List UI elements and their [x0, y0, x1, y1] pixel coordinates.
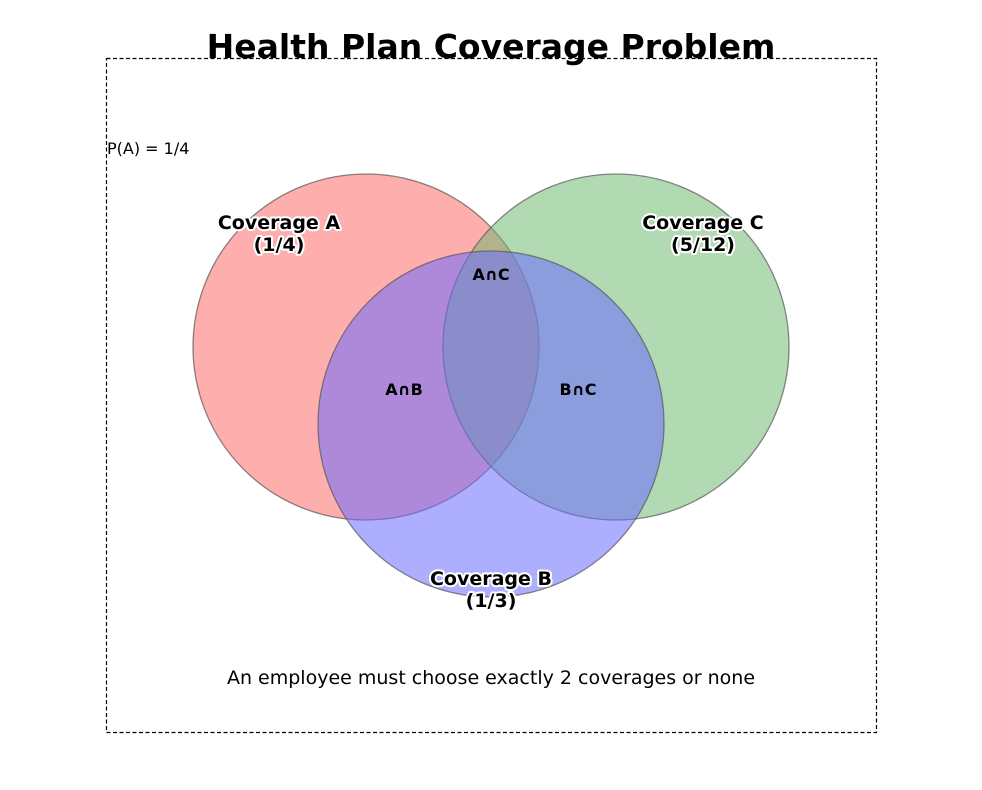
diagram-title: Health Plan Coverage Problem — [207, 27, 776, 66]
label-coverage-c-prob: (5/12) — [671, 234, 735, 256]
label-coverage-a-prob: (1/4) — [254, 234, 305, 256]
label-coverage-b-name: Coverage B — [430, 568, 552, 590]
footer-rule-note: An employee must choose exactly 2 covera… — [227, 667, 755, 689]
region-label-a-and-b: A∩B — [385, 380, 423, 399]
label-coverage-a-name: Coverage A — [218, 212, 341, 234]
circle-coverage-b — [317, 250, 665, 598]
label-coverage-c-name: Coverage C — [642, 212, 764, 234]
label-coverage-b-prob: (1/3) — [466, 590, 517, 612]
corner-probability-note: P(A) = 1/4 — [107, 139, 189, 158]
region-label-a-and-c: A∩C — [472, 265, 509, 284]
region-label-b-and-c: B∩C — [560, 380, 597, 399]
frame-border — [105, 57, 878, 734]
